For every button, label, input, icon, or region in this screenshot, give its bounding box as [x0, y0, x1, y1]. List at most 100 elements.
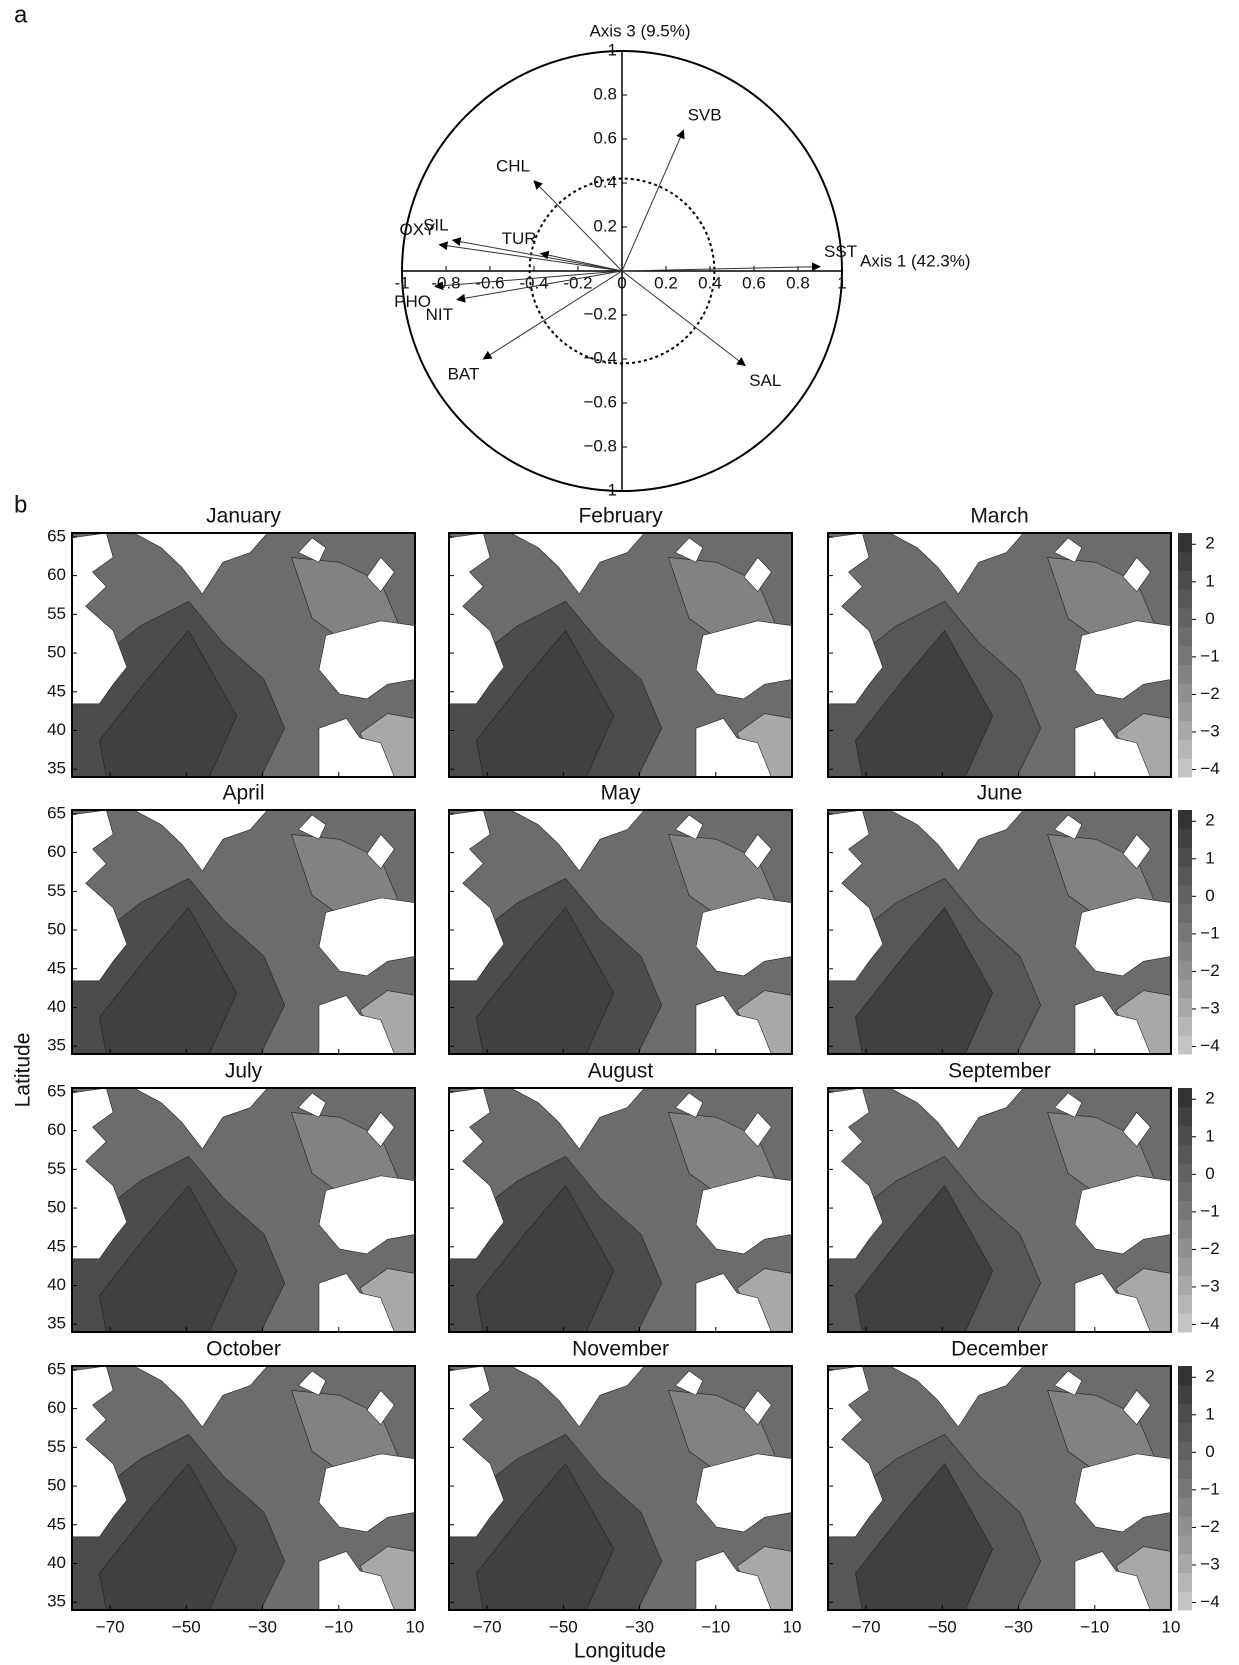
x-tick-label: 10 — [1162, 1617, 1181, 1636]
colorbar-band — [1178, 1403, 1192, 1423]
colorbar-band — [1178, 1181, 1192, 1202]
y-tick-label: −1 — [598, 480, 617, 499]
land — [675, 1093, 702, 1117]
x-tick-label: 0.4 — [698, 273, 722, 292]
colorbar-band — [1178, 1384, 1192, 1405]
colorbar-band — [1178, 1275, 1192, 1295]
loading-vector — [482, 270, 623, 360]
land — [319, 621, 415, 699]
land — [1075, 718, 1150, 777]
colorbar-band — [1178, 1088, 1192, 1108]
colorbar-band — [1178, 1497, 1192, 1517]
colorbar-label: 2 — [1205, 811, 1214, 830]
land — [1123, 834, 1150, 868]
contour-band — [476, 908, 613, 1054]
land — [1075, 1176, 1171, 1254]
colorbar-band — [1178, 941, 1192, 961]
vector-label: OXY — [399, 220, 435, 239]
x-tick-label: −50 — [928, 1617, 957, 1636]
contour-map — [828, 1088, 1171, 1332]
colorbar-band — [1178, 1125, 1192, 1145]
land — [298, 538, 325, 562]
colorbar-label: −2 — [1200, 1517, 1219, 1536]
land — [511, 533, 645, 594]
y-tick-label: 45 — [47, 1514, 66, 1533]
axis-label: Axis 3 (9.5%) — [589, 21, 690, 40]
colorbar-band — [1178, 1422, 1192, 1442]
colorbar-band — [1178, 1459, 1192, 1480]
y-tick-label: −0.2 — [583, 304, 617, 323]
x-tick-label: −10 — [1080, 1617, 1109, 1636]
contour-map — [828, 810, 1171, 1054]
colorbar-band — [1178, 551, 1192, 572]
y-tick-label: 55 — [47, 1437, 66, 1456]
colorbar-band — [1178, 533, 1192, 553]
loading-vector — [621, 129, 685, 272]
map-frame — [448, 809, 793, 1055]
colorbar-label: 0 — [1205, 609, 1214, 628]
y-tick-label: 0.8 — [593, 84, 617, 103]
y-tick-label: 40 — [47, 997, 66, 1016]
land — [72, 1366, 127, 1537]
contour-map — [72, 533, 415, 777]
contour-map — [828, 533, 1171, 777]
land — [511, 1366, 645, 1427]
colorbar-band — [1178, 847, 1192, 867]
loading-vector — [456, 270, 623, 303]
y-tick-label: 35 — [47, 759, 66, 778]
loading-vector — [621, 262, 821, 272]
axis-label: Longitude — [574, 1640, 666, 1663]
loading-vector — [539, 250, 623, 272]
land — [298, 815, 325, 839]
land — [1123, 1390, 1150, 1424]
colorbar-band — [1178, 1591, 1192, 1611]
colorbar-label: −4 — [1200, 1036, 1219, 1055]
contour-map — [72, 1366, 415, 1610]
x-tick-label: 10 — [783, 1617, 802, 1636]
colorbar-label: −4 — [1200, 1314, 1219, 1333]
colorbar-band — [1178, 828, 1192, 849]
colorbar-label: −3 — [1200, 998, 1219, 1017]
contour-map — [449, 810, 792, 1054]
map-frame — [827, 532, 1172, 778]
map-frame — [71, 809, 416, 1055]
colorbar-label: −2 — [1200, 1239, 1219, 1258]
land — [449, 1366, 504, 1537]
land — [72, 1088, 127, 1259]
loading-vector — [434, 270, 623, 291]
colorbar-label: 2 — [1205, 534, 1214, 553]
y-tick-label: 50 — [47, 643, 66, 662]
contour-band — [855, 1464, 992, 1610]
colorbar-label: −3 — [1200, 1554, 1219, 1573]
land — [511, 810, 645, 871]
map-title: June — [977, 782, 1023, 805]
contour-band — [99, 1186, 236, 1332]
map-frame — [827, 809, 1172, 1055]
contour-band — [476, 1464, 613, 1610]
y-tick-label: −0.8 — [583, 436, 617, 455]
map-frame — [448, 532, 793, 778]
map-title: October — [206, 1338, 281, 1361]
x-tick-label: -0.8 — [431, 273, 460, 292]
contour-map — [449, 533, 792, 777]
land — [319, 1454, 415, 1532]
land — [319, 1551, 394, 1610]
land — [1075, 995, 1150, 1054]
colorbar-band — [1178, 1144, 1192, 1164]
contour-band — [855, 631, 992, 777]
colorbar-label: −4 — [1200, 1592, 1219, 1611]
colorbar-label: 0 — [1205, 1442, 1214, 1461]
loading-vector — [451, 237, 623, 272]
colorbar-band — [1178, 1200, 1192, 1220]
land — [1123, 1112, 1150, 1146]
colorbar-band — [1178, 701, 1192, 722]
contour-band — [855, 1186, 992, 1332]
x-tick-label: -0.4 — [519, 273, 548, 292]
land — [696, 1551, 771, 1610]
y-tick-label: 65 — [47, 1081, 66, 1100]
land — [449, 1088, 504, 1259]
colorbar-band — [1178, 1106, 1192, 1127]
colorbar-label: −1 — [1200, 1201, 1219, 1220]
land — [367, 834, 394, 868]
map-frame — [448, 1365, 793, 1611]
